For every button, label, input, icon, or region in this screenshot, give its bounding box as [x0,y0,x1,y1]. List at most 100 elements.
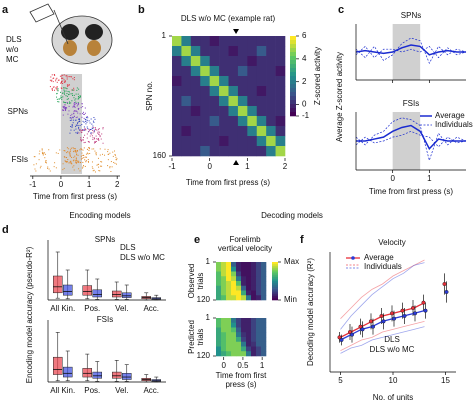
heatmap-cell [181,96,192,107]
colorbar-swatch [290,64,296,69]
spike [86,121,88,123]
spike [76,102,78,104]
heatmap-cell [221,266,227,272]
spike [71,119,73,121]
group-label: MC [6,55,19,64]
spike [81,148,83,150]
spike [78,161,80,163]
spike [70,160,72,162]
spike [79,95,81,97]
colorbar-swatch [272,271,278,274]
individual-line [340,326,425,354]
heatmap-cell [219,36,229,47]
spike [63,79,65,81]
spike [38,159,40,161]
spike [90,128,92,130]
colorbar-swatch [290,84,296,89]
heatmap-cell [181,116,192,127]
heatmap-cell [251,327,257,333]
heatmap-cell [221,285,227,291]
heatmap-cell [228,66,239,77]
heatmap-cell [241,271,247,277]
spike [57,101,59,103]
spike [92,120,94,122]
individual-line [340,259,425,319]
spike [72,78,74,80]
spike [56,89,58,91]
spike [86,115,88,117]
heatmap-cell [247,36,258,47]
spike [64,102,66,104]
heatmap-cell [256,346,262,352]
heatmap-cell [228,96,239,107]
colorbar-swatch [290,76,296,81]
x-tick-label: 1 [260,361,265,370]
colorbar-swatch [290,108,296,113]
heatmap-cell [236,318,242,324]
heatmap-cell [236,341,242,347]
heatmap-cell [251,332,257,338]
colorbar-swatch [290,112,296,117]
x-axis-title: Time from first press (s) [369,187,453,196]
spike [77,98,79,100]
heatmap-cell [190,86,201,97]
spike [77,131,79,133]
heatmap-cell [246,351,252,357]
spike [69,76,71,78]
heatmap-cell [266,36,276,47]
spike [63,107,65,109]
heatmap-cell [275,56,286,67]
spike [87,128,89,130]
heatmap-cell [219,116,229,127]
spike [57,79,59,81]
heatmap-cell [209,36,220,47]
box [122,292,132,298]
spike [61,81,63,83]
spike [70,102,72,104]
heatmap-cell [256,262,262,268]
heatmap-cell [228,76,239,87]
heatmap-cell [261,346,267,352]
heatmap-cell [226,262,232,268]
heatmap-cell [247,66,258,77]
heatmap-cell [236,337,242,343]
spike [69,102,71,104]
spike [55,88,57,90]
heatmap-cell [237,56,248,67]
heatmap-cell [190,76,201,87]
heatmap-cell [219,86,229,97]
heatmap-cell [216,327,222,333]
event-marker [233,29,240,34]
heatmap-cell [246,271,252,277]
box [53,275,63,294]
legend-label: Average [364,253,394,262]
colorbar-swatch [290,72,296,77]
spike [73,87,75,89]
x-axis-title: Time from first [216,371,268,380]
spike [85,119,87,121]
spike [65,90,67,92]
spike [83,164,85,166]
y-axis-title: Decoding model accuracy (R²) [306,258,315,366]
spike [63,87,65,89]
box [63,366,73,378]
heatmap-cell [190,46,201,57]
spike [95,129,97,131]
spike [77,118,79,120]
spike [50,76,52,78]
spike [84,165,86,167]
spike [84,112,86,114]
heatmap-cell [275,146,286,157]
spike [104,148,106,150]
heatmap-cell [228,116,239,127]
colorbar-swatch [272,298,278,301]
heatmap-cell [200,86,210,97]
spike [59,75,61,77]
heatmap-cell [226,322,232,328]
spike [71,124,73,126]
spike [70,147,72,149]
spike [75,160,77,162]
spike [69,117,71,119]
heatmap-cell [200,96,210,107]
spike [62,92,64,94]
